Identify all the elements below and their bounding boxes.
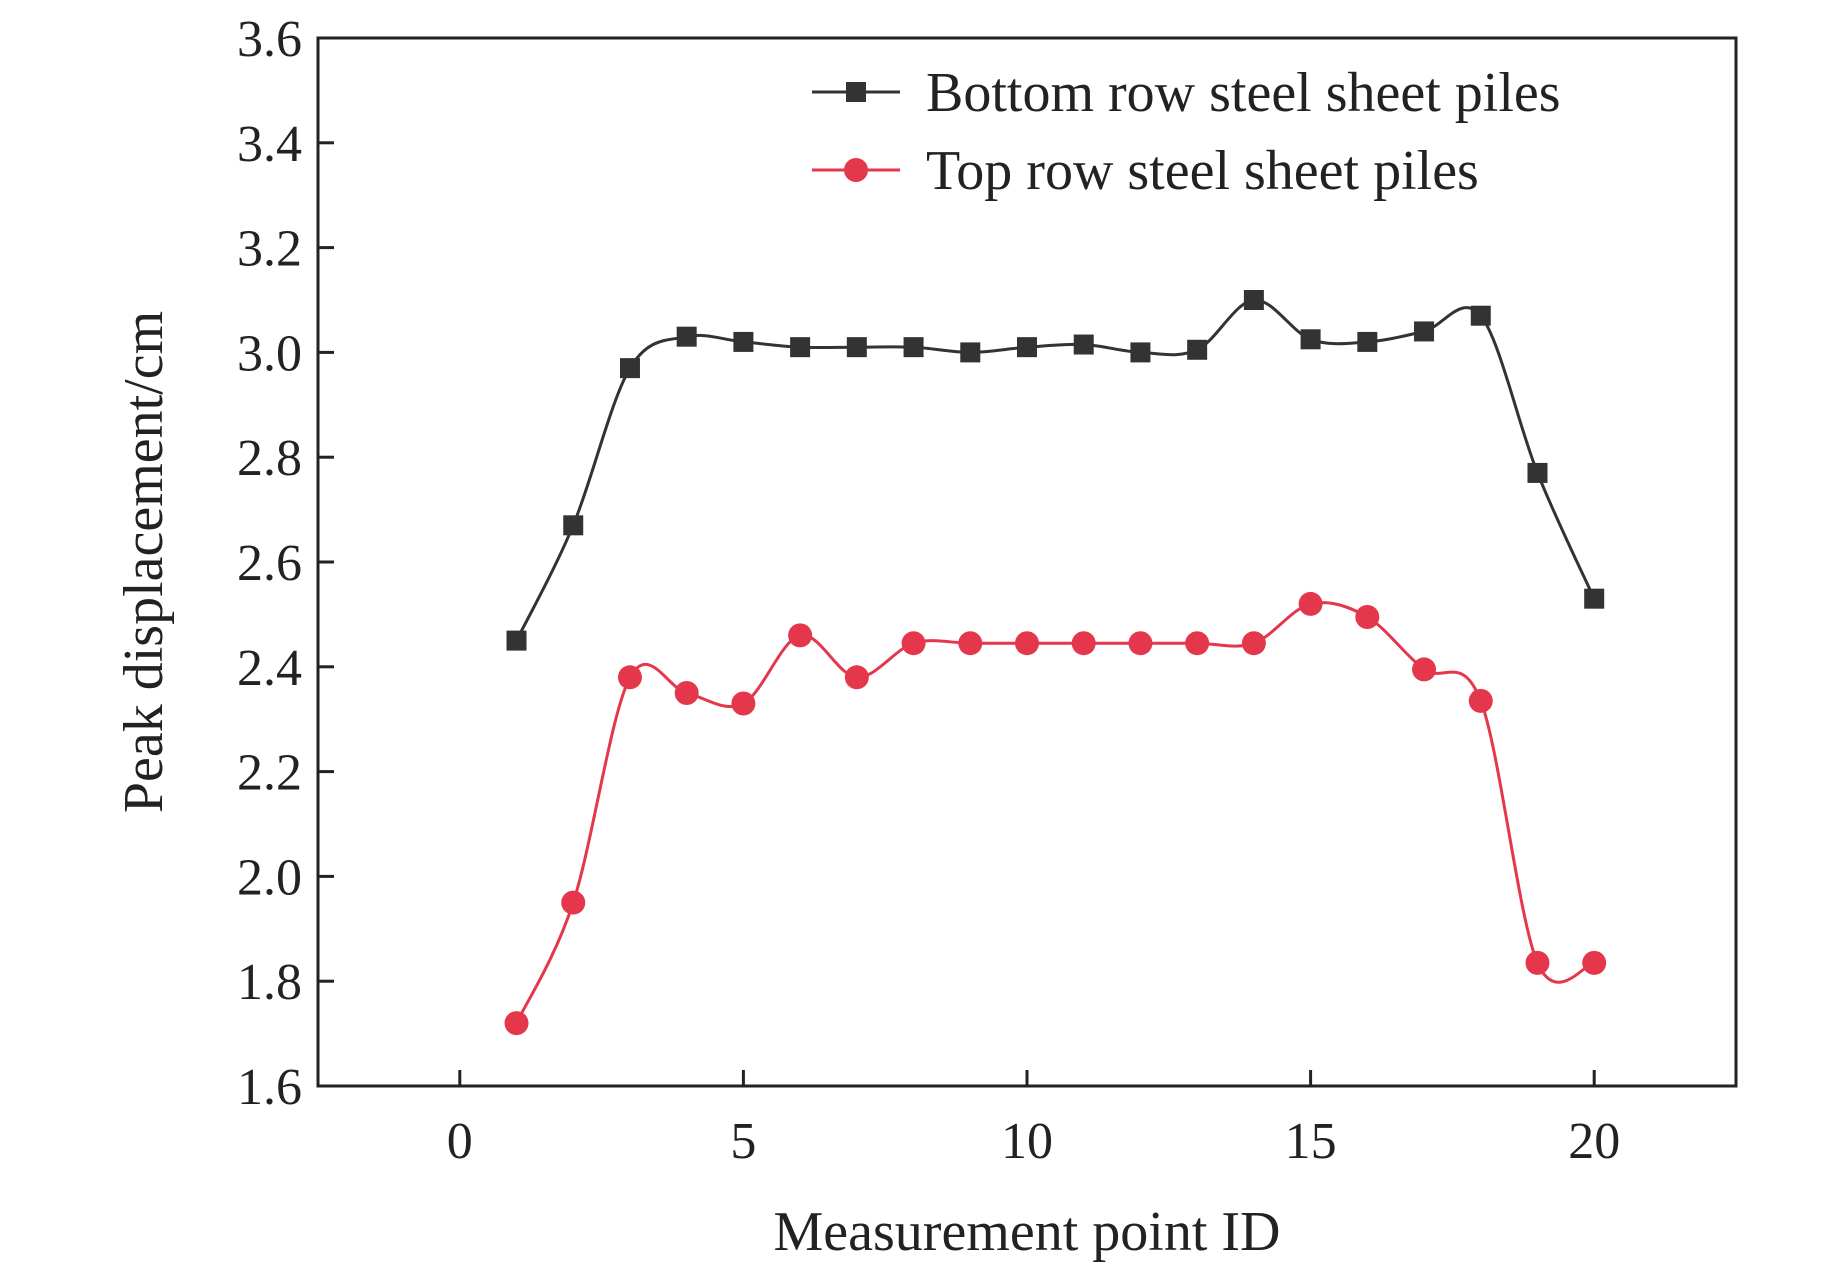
- series-line: [515, 298, 1596, 642]
- data-point-square: [1527, 462, 1548, 483]
- legend-label: Top row steel sheet piles: [926, 140, 1479, 202]
- legend-marker-circle: [844, 158, 868, 182]
- data-point-square: [903, 337, 924, 358]
- y-tick-label: 3.0: [237, 325, 302, 382]
- data-point-circle: [1582, 950, 1607, 975]
- y-tick-label: 2.2: [237, 745, 302, 802]
- y-ticks: 1.6 1.8 2.0 2.2 2.4 2.6 2.8 3.0 3.2 3.4 3.6: [237, 11, 334, 1116]
- series-bottom-row: [506, 290, 1605, 651]
- data-point-circle: [504, 1011, 529, 1036]
- x-ticks: 0 5 10 15 20: [447, 1070, 1620, 1170]
- y-axis-title: Peak displacement/cm: [113, 311, 175, 813]
- data-point-square: [1300, 329, 1321, 350]
- data-point-square: [1357, 331, 1378, 352]
- y-tick-label: 1.6: [237, 1059, 302, 1116]
- data-point-square: [563, 515, 584, 536]
- data-point-square: [846, 337, 867, 358]
- data-point-square: [1470, 305, 1491, 326]
- data-point-circle: [958, 631, 983, 656]
- x-tick-label: 15: [1285, 1113, 1337, 1170]
- x-tick-label: 20: [1568, 1113, 1620, 1170]
- data-point-square: [619, 358, 640, 379]
- data-point-circle: [561, 890, 586, 915]
- series-top-row: [504, 591, 1607, 1036]
- data-point-circle: [731, 691, 756, 716]
- data-point-square: [1243, 290, 1264, 310]
- data-point-circle: [617, 665, 642, 690]
- legend-label: Bottom row steel sheet piles: [926, 62, 1561, 124]
- data-point-circle: [1015, 631, 1039, 656]
- data-point-square: [960, 342, 981, 363]
- legend-marker-square: [846, 82, 866, 102]
- y-tick-label: 3.2: [237, 221, 302, 278]
- data-point-circle: [901, 631, 926, 656]
- data-point-circle: [1185, 631, 1210, 656]
- x-tick-label: 5: [730, 1113, 756, 1170]
- data-point-circle: [1298, 591, 1323, 616]
- y-tick-label: 2.4: [237, 640, 302, 697]
- data-point-square: [1130, 342, 1151, 363]
- y-tick-label: 3.6: [237, 11, 302, 68]
- data-point-square: [1187, 339, 1208, 360]
- data-point-square: [506, 630, 527, 651]
- data-point-circle: [1468, 688, 1493, 713]
- y-tick-label: 3.4: [237, 116, 302, 173]
- legend: Bottom row steel sheet piles Top row stee…: [812, 62, 1561, 202]
- y-tick-label: 2.8: [237, 430, 302, 487]
- data-point-circle: [1412, 657, 1437, 682]
- series-line: [515, 601, 1595, 1024]
- legend-item: Top row steel sheet piles: [812, 140, 1479, 202]
- data-point-circle: [788, 623, 813, 648]
- data-point-square: [790, 337, 811, 358]
- data-point-circle: [674, 681, 699, 705]
- data-point-circle: [1128, 631, 1153, 656]
- data-point-square: [1414, 321, 1435, 342]
- x-tick-label: 0: [447, 1113, 473, 1170]
- data-point-square: [676, 326, 697, 347]
- data-point-square: [1073, 334, 1094, 355]
- data-point-circle: [1241, 631, 1266, 656]
- data-point-square: [733, 331, 754, 352]
- x-axis-title: Measurement point ID: [774, 1201, 1281, 1263]
- data-point-circle: [1071, 631, 1096, 656]
- x-tick-label: 10: [1001, 1113, 1053, 1170]
- data-point-circle: [1355, 605, 1380, 630]
- y-tick-label: 2.6: [237, 535, 302, 592]
- data-point-square: [1584, 588, 1605, 609]
- data-point-circle: [1525, 950, 1550, 975]
- data-point-square: [1017, 337, 1037, 358]
- y-tick-label: 2.0: [237, 849, 302, 906]
- series-layer: [504, 290, 1607, 1036]
- legend-item: Bottom row steel sheet piles: [812, 62, 1561, 124]
- y-tick-label: 1.8: [237, 954, 302, 1011]
- data-point-circle: [844, 665, 869, 690]
